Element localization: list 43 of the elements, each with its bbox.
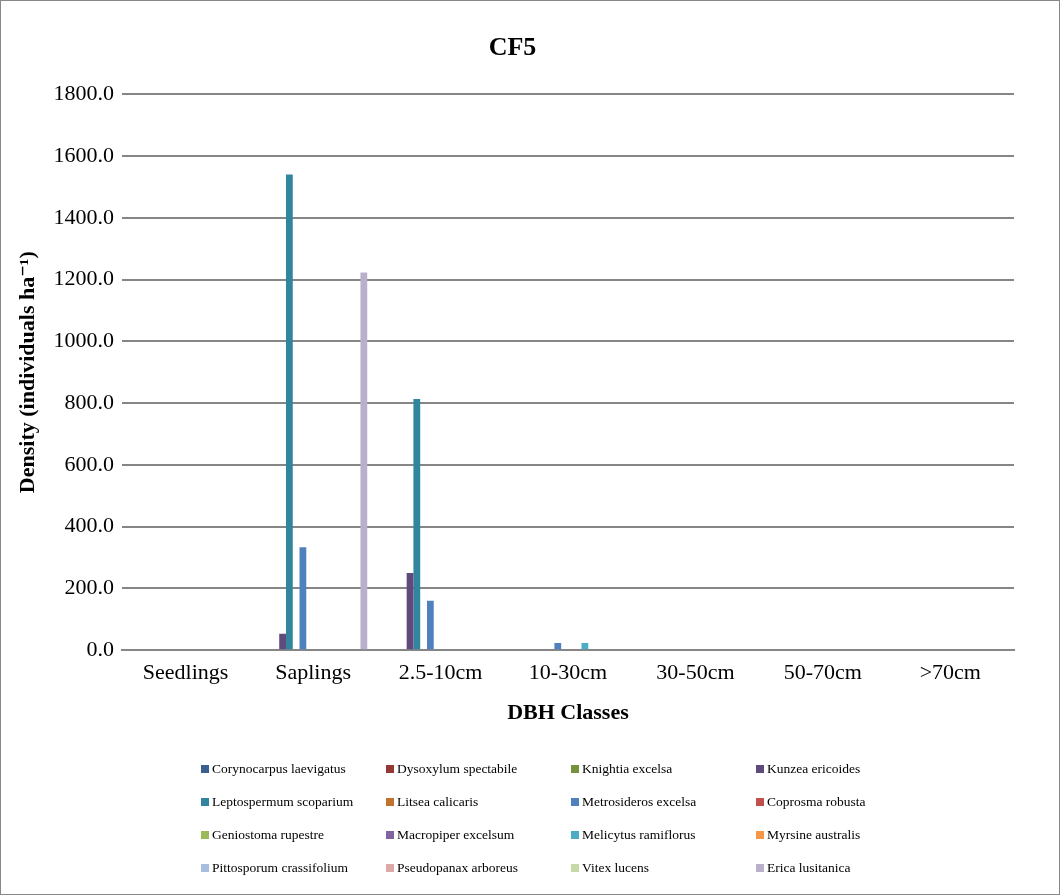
legend-label: Melicytus ramiflorus bbox=[582, 827, 696, 843]
bar bbox=[554, 643, 562, 650]
legend-label: Coprosma robusta bbox=[767, 794, 866, 810]
legend-label: Macropiper excelsum bbox=[397, 827, 515, 843]
y-tick-label: 600.0 bbox=[64, 450, 114, 476]
y-tick-label: 200.0 bbox=[64, 574, 114, 600]
chart-title: CF5 bbox=[488, 32, 537, 62]
legend-label: Pseudopanax arboreus bbox=[397, 860, 519, 876]
legend-label: Knightia excelsa bbox=[582, 761, 673, 777]
bar bbox=[426, 600, 434, 650]
x-axis-title: DBH Classes bbox=[507, 699, 630, 725]
x-tick-label: >70cm bbox=[919, 659, 981, 685]
legend-label: Erica lusitanica bbox=[767, 860, 851, 876]
y-tick-label: 0.0 bbox=[86, 635, 114, 661]
y-tick-label: 1200.0 bbox=[53, 265, 114, 291]
bar bbox=[413, 399, 421, 650]
y-tick-label: 800.0 bbox=[64, 388, 114, 414]
y-tick-label: 400.0 bbox=[64, 512, 114, 538]
bar bbox=[285, 174, 293, 650]
x-tick-label: 30-50cm bbox=[656, 659, 735, 685]
legend-label: Pittosporum crassifolium bbox=[212, 860, 349, 876]
y-tick-label: 1600.0 bbox=[53, 141, 114, 167]
bar bbox=[360, 272, 368, 650]
legend-label: Myrsine australis bbox=[767, 827, 861, 843]
x-tick-label: 50-70cm bbox=[783, 659, 862, 685]
legend-label: Litsea calicaris bbox=[397, 794, 479, 810]
legend-label: Leptospermum scoparium bbox=[212, 794, 354, 810]
x-tick-label: Seedlings bbox=[142, 659, 229, 685]
legend-label: Vitex lucens bbox=[582, 860, 650, 876]
bar bbox=[581, 643, 589, 650]
legend-label: Dysoxylum spectabile bbox=[397, 761, 518, 777]
y-tick-label: 1400.0 bbox=[53, 203, 114, 229]
y-tick-label: 1800.0 bbox=[53, 79, 114, 105]
x-tick-label: 10-30cm bbox=[528, 659, 608, 685]
legend-label: Geniostoma rupestre bbox=[212, 827, 325, 843]
legend-label: Metrosideros excelsa bbox=[582, 794, 697, 810]
legend-label: Kunzea ericoides bbox=[767, 761, 861, 777]
y-tick-label: 1000.0 bbox=[53, 327, 114, 353]
x-tick-label: 2.5-10cm bbox=[398, 659, 483, 685]
y-axis-title: Density (individuals ha⁻¹) bbox=[13, 251, 39, 494]
x-tick-label: Saplings bbox=[275, 659, 351, 685]
bar bbox=[279, 633, 286, 650]
legend-label: Corynocarpus laevigatus bbox=[212, 761, 346, 777]
